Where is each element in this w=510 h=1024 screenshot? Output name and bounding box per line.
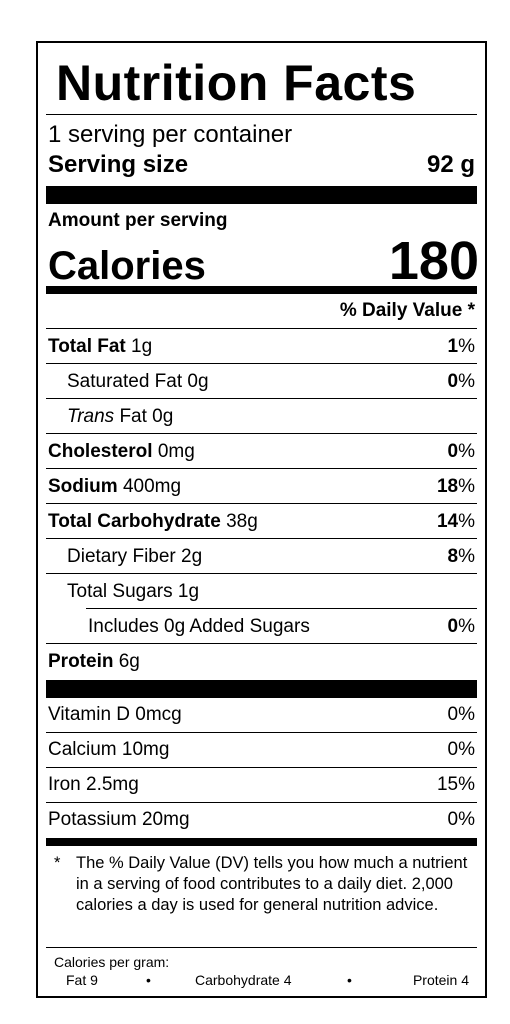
vitamin-name: Iron 2.5mg — [48, 774, 139, 795]
serving-size-label: Serving size — [48, 151, 189, 178]
nutrient-row-sodium: Sodium 400mg 18% — [48, 470, 475, 504]
nutrient-amount: 400mg — [122, 476, 182, 497]
divider — [46, 538, 477, 539]
medium-divider — [46, 286, 477, 294]
nutrient-dv: 8% — [447, 546, 475, 567]
nutrient-dv: 14% — [436, 511, 475, 532]
nutrient-name: Saturated Fat 0g — [67, 371, 209, 392]
divider — [46, 398, 477, 399]
nutrient-row-total-carbohydrate: Total Carbohydrate 38g 14% — [48, 505, 475, 539]
nutrient-row-saturated-fat: Saturated Fat 0g 0% — [67, 365, 475, 399]
nutrient-dv: 18% — [436, 476, 475, 497]
nutrient-name: Dietary Fiber 2g — [67, 546, 203, 567]
thick-divider — [46, 186, 477, 204]
daily-value-header: % Daily Value * — [339, 300, 475, 321]
vitamin-name: Calcium 10mg — [48, 739, 170, 760]
nutrient-dv: 0% — [447, 616, 475, 637]
vitamin-row-calcium: Calcium 10mg 0% — [48, 733, 475, 767]
vitamin-row-vitamin-d: Vitamin D 0mcg 0% — [48, 698, 475, 732]
divider — [46, 802, 477, 803]
divider — [86, 608, 477, 609]
nutrient-amount: 1g — [131, 336, 153, 357]
footnote-text: The % Daily Value (DV) tells you how muc… — [76, 854, 468, 914]
divider — [46, 767, 477, 768]
cpg-protein: Protein 4 — [412, 972, 469, 988]
thick-divider — [46, 680, 477, 698]
calories-label: Calories — [48, 244, 206, 288]
medium-divider — [46, 838, 477, 846]
nutrient-dv: 1% — [447, 336, 475, 357]
footnote-star: * — [54, 854, 61, 872]
divider — [46, 363, 477, 364]
bullet-separator: • — [146, 972, 151, 988]
vitamin-row-potassium: Potassium 20mg 0% — [48, 803, 475, 837]
nutrient-row-added-sugars: Includes 0g Added Sugars 0% — [88, 610, 475, 644]
nutrient-row-total-sugars: Total Sugars 1g — [67, 575, 475, 609]
calories-row: Calories 180 — [48, 229, 479, 291]
nutrient-name-italic: Trans — [67, 406, 115, 427]
label-title: Nutrition Facts — [56, 55, 417, 111]
divider — [46, 114, 477, 115]
nutrient-dv: 0% — [447, 371, 475, 392]
vitamin-row-iron: Iron 2.5mg 15% — [48, 768, 475, 802]
nutrient-amount: 0mg — [157, 441, 195, 462]
vitamin-name: Potassium 20mg — [48, 809, 190, 830]
nutrient-name: Total Sugars 1g — [67, 581, 200, 602]
divider — [46, 732, 477, 733]
nutrient-dv: 0% — [447, 441, 475, 462]
nutrient-name: Fat 0g — [114, 406, 174, 427]
cpg-fat: Fat 9 — [66, 972, 98, 988]
vitamin-name: Vitamin D 0mcg — [48, 704, 182, 725]
nutrient-name: Sodium — [48, 476, 118, 497]
nutrient-row-total-fat: Total Fat 1g 1% — [48, 330, 475, 364]
nutrient-row-dietary-fiber: Dietary Fiber 2g 8% — [67, 540, 475, 574]
serving-size-value: 92 g — [426, 151, 475, 178]
bullet-separator: • — [347, 972, 352, 988]
vitamin-dv: 0% — [447, 809, 475, 830]
vitamin-dv: 0% — [447, 704, 475, 725]
vitamin-dv: 15% — [436, 774, 475, 795]
amount-per-serving: Amount per serving — [48, 210, 228, 231]
nutrient-amount: 6g — [118, 651, 140, 672]
nutrient-name: Cholesterol — [48, 441, 153, 462]
nutrient-name: Total Fat — [48, 336, 126, 357]
nutrient-row-protein: Protein 6g — [48, 645, 475, 679]
divider — [46, 328, 477, 329]
nutrient-row-trans-fat: Trans Fat 0g — [67, 400, 475, 434]
cpg-carbohydrate: Carbohydrate 4 — [195, 972, 292, 988]
divider — [46, 468, 477, 469]
nutrient-amount: 38g — [226, 511, 258, 532]
nutrition-facts-label: Nutrition Facts 1 serving per container … — [36, 41, 487, 998]
divider — [46, 433, 477, 434]
servings-per-container: 1 serving per container — [48, 121, 293, 148]
divider — [46, 503, 477, 504]
nutrient-name: Protein — [48, 651, 114, 672]
footnote: * The % Daily Value (DV) tells you how m… — [48, 853, 471, 916]
vitamin-dv: 0% — [447, 739, 475, 760]
nutrient-name: Total Carbohydrate — [48, 511, 221, 532]
divider — [46, 573, 477, 574]
nutrient-row-cholesterol: Cholesterol 0mg 0% — [48, 435, 475, 469]
calories-per-gram-label: Calories per gram: — [54, 954, 170, 970]
nutrient-name: Includes 0g Added Sugars — [88, 616, 310, 637]
calories-value: 180 — [388, 231, 479, 291]
divider — [46, 947, 477, 948]
divider — [46, 643, 477, 644]
calories-per-gram: Calories per gram: Fat 9 • Carbohydrate … — [54, 953, 469, 989]
serving-size-row: Serving size 92 g — [48, 151, 475, 179]
